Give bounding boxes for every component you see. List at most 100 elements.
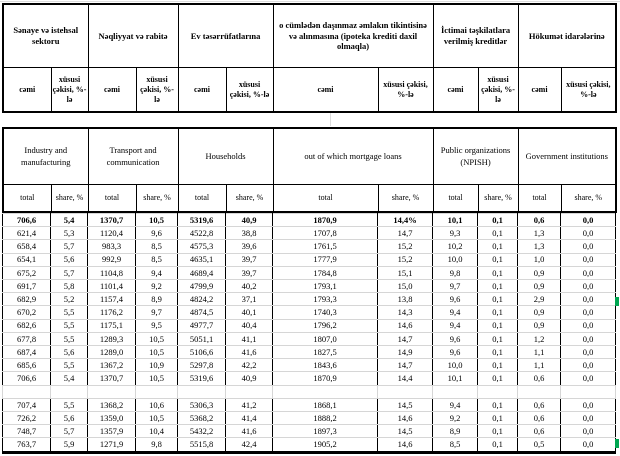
data-cell[interactable]: 0,6 (517, 371, 561, 386)
data-cell[interactable]: 0,0 (560, 331, 616, 347)
data-cell[interactable]: 9,5 (135, 318, 178, 333)
data-cell[interactable]: 5,9 (50, 437, 88, 453)
data-cell[interactable]: 9,3 (432, 226, 478, 241)
data-cell[interactable]: 5319,6 (177, 212, 226, 228)
data-cell[interactable]: 0,9 (517, 318, 561, 333)
data-cell[interactable]: 15,0 (377, 279, 433, 294)
subheader-share-en[interactable]: share, % (135, 184, 179, 213)
data-cell[interactable]: 0,0 (560, 212, 616, 228)
data-cell[interactable]: 5,6 (50, 252, 88, 267)
data-cell[interactable]: 0,1 (477, 424, 518, 439)
data-cell[interactable]: 1827,5 (272, 345, 378, 360)
data-cell[interactable]: 8,5 (135, 252, 178, 267)
data-cell[interactable]: 10,5 (135, 212, 178, 228)
data-cell[interactable]: 10,2 (432, 239, 478, 254)
data-cell[interactable]: 40,4 (225, 318, 273, 333)
data-cell[interactable]: 40,9 (225, 371, 273, 386)
data-cell[interactable]: 4799,9 (177, 279, 226, 294)
data-cell[interactable]: 677,8 (2, 331, 51, 347)
data-cell[interactable]: 0,1 (477, 265, 518, 281)
data-cell[interactable]: 39,6 (225, 239, 273, 254)
data-cell[interactable]: 8,9 (135, 292, 178, 307)
data-cell[interactable]: 1367,2 (87, 358, 136, 373)
group-header-public-az[interactable]: İctimai təşkilatlara verilmiş kreditlər (432, 3, 519, 68)
data-cell[interactable]: 5319,6 (177, 371, 226, 386)
data-cell[interactable]: 13,8 (377, 292, 433, 307)
data-cell[interactable]: 10,6 (135, 397, 178, 413)
data-cell[interactable]: 0,0 (560, 345, 616, 360)
subheader-total-en[interactable]: total (272, 184, 379, 213)
data-cell[interactable]: 14,6 (377, 318, 433, 333)
data-cell[interactable]: 0,0 (560, 397, 616, 413)
data-cell[interactable]: 685,6 (2, 358, 51, 373)
empty-cell[interactable] (432, 384, 478, 399)
data-cell[interactable]: 0,0 (560, 411, 616, 426)
group-header-industry-az[interactable]: Sənaye və istehsal sektoru (2, 3, 89, 68)
data-cell[interactable]: 1740,3 (272, 305, 378, 320)
data-cell[interactable]: 8,5 (432, 437, 478, 453)
data-cell[interactable]: 5,5 (50, 397, 88, 413)
data-cell[interactable]: 41,1 (225, 331, 273, 347)
data-cell[interactable]: 1289,0 (87, 345, 136, 360)
data-cell[interactable]: 726,2 (2, 411, 51, 426)
subheader-share-az[interactable]: xüsusi çəkisi, %-lə (377, 67, 434, 113)
data-cell[interactable]: 5,5 (50, 305, 88, 320)
empty-cell[interactable] (177, 384, 226, 399)
subheader-total-az[interactable]: cəmi (517, 67, 562, 113)
data-cell[interactable]: 5432,2 (177, 424, 226, 439)
subheader-total-az[interactable]: cəmi (272, 67, 379, 113)
group-header-mortgage-en[interactable]: out of which mortgage loans (272, 127, 434, 185)
data-cell[interactable]: 0,9 (517, 265, 561, 281)
data-cell[interactable]: 1868,1 (272, 397, 378, 413)
subheader-total-az[interactable]: cəmi (2, 67, 52, 113)
data-cell[interactable]: 5,7 (50, 424, 88, 439)
data-cell[interactable]: 41,2 (225, 397, 273, 413)
empty-cell[interactable] (517, 384, 561, 399)
group-header-government-az[interactable]: Hökumət idarələrinə (517, 3, 617, 68)
data-cell[interactable]: 5515,8 (177, 437, 226, 453)
group-header-households-az[interactable]: Ev təsərrüfatlarına (177, 3, 274, 68)
data-cell[interactable]: 10,1 (432, 212, 478, 228)
empty-cell[interactable] (272, 384, 378, 399)
data-cell[interactable]: 0,1 (477, 292, 518, 307)
empty-cell[interactable] (560, 384, 616, 399)
subheader-share-en[interactable]: share, % (560, 184, 617, 213)
data-cell[interactable]: 1359,0 (87, 411, 136, 426)
subheader-share-en[interactable]: share, % (50, 184, 89, 213)
data-cell[interactable]: 14,7 (377, 358, 433, 373)
data-cell[interactable]: 4689,4 (177, 265, 226, 281)
data-cell[interactable]: 0,6 (517, 411, 561, 426)
subheader-total-az[interactable]: cəmi (177, 67, 227, 113)
data-cell[interactable]: 0,1 (477, 411, 518, 426)
data-cell[interactable]: 38,8 (225, 226, 273, 241)
data-cell[interactable]: 0,0 (560, 358, 616, 373)
empty-cell[interactable] (377, 384, 433, 399)
data-cell[interactable]: 5,5 (50, 358, 88, 373)
data-cell[interactable]: 687,4 (2, 345, 51, 360)
data-cell[interactable]: 14,6 (377, 411, 433, 426)
data-cell[interactable]: 675,2 (2, 265, 51, 281)
data-cell[interactable]: 14,4 (377, 371, 433, 386)
data-cell[interactable]: 706,6 (2, 212, 51, 228)
data-cell[interactable]: 9,2 (432, 411, 478, 426)
data-cell[interactable]: 1707,8 (272, 226, 378, 241)
data-cell[interactable]: 1,1 (517, 358, 561, 373)
data-cell[interactable]: 42,4 (225, 437, 273, 453)
data-cell[interactable]: 1897,3 (272, 424, 378, 439)
data-cell[interactable]: 10,4 (135, 424, 178, 439)
data-cell[interactable]: 1807,0 (272, 331, 378, 347)
data-cell[interactable]: 9,4 (432, 318, 478, 333)
data-cell[interactable]: 0,0 (560, 292, 616, 307)
group-header-public-en[interactable]: Public organizations (NPISH) (432, 127, 519, 185)
data-cell[interactable]: 9,7 (432, 279, 478, 294)
data-cell[interactable]: 40,2 (225, 279, 273, 294)
data-cell[interactable]: 10,9 (135, 358, 178, 373)
subheader-total-en[interactable]: total (517, 184, 562, 213)
data-cell[interactable]: 39,7 (225, 252, 273, 267)
data-cell[interactable]: 9,4 (135, 265, 178, 281)
group-header-mortgage-az[interactable]: o cümlədən daşınmaz əmlakın tikintisinə … (272, 3, 434, 68)
data-cell[interactable]: 9,6 (432, 331, 478, 347)
data-cell[interactable]: 1793,3 (272, 292, 378, 307)
data-cell[interactable]: 682,9 (2, 292, 51, 307)
data-cell[interactable]: 5,7 (50, 239, 88, 254)
